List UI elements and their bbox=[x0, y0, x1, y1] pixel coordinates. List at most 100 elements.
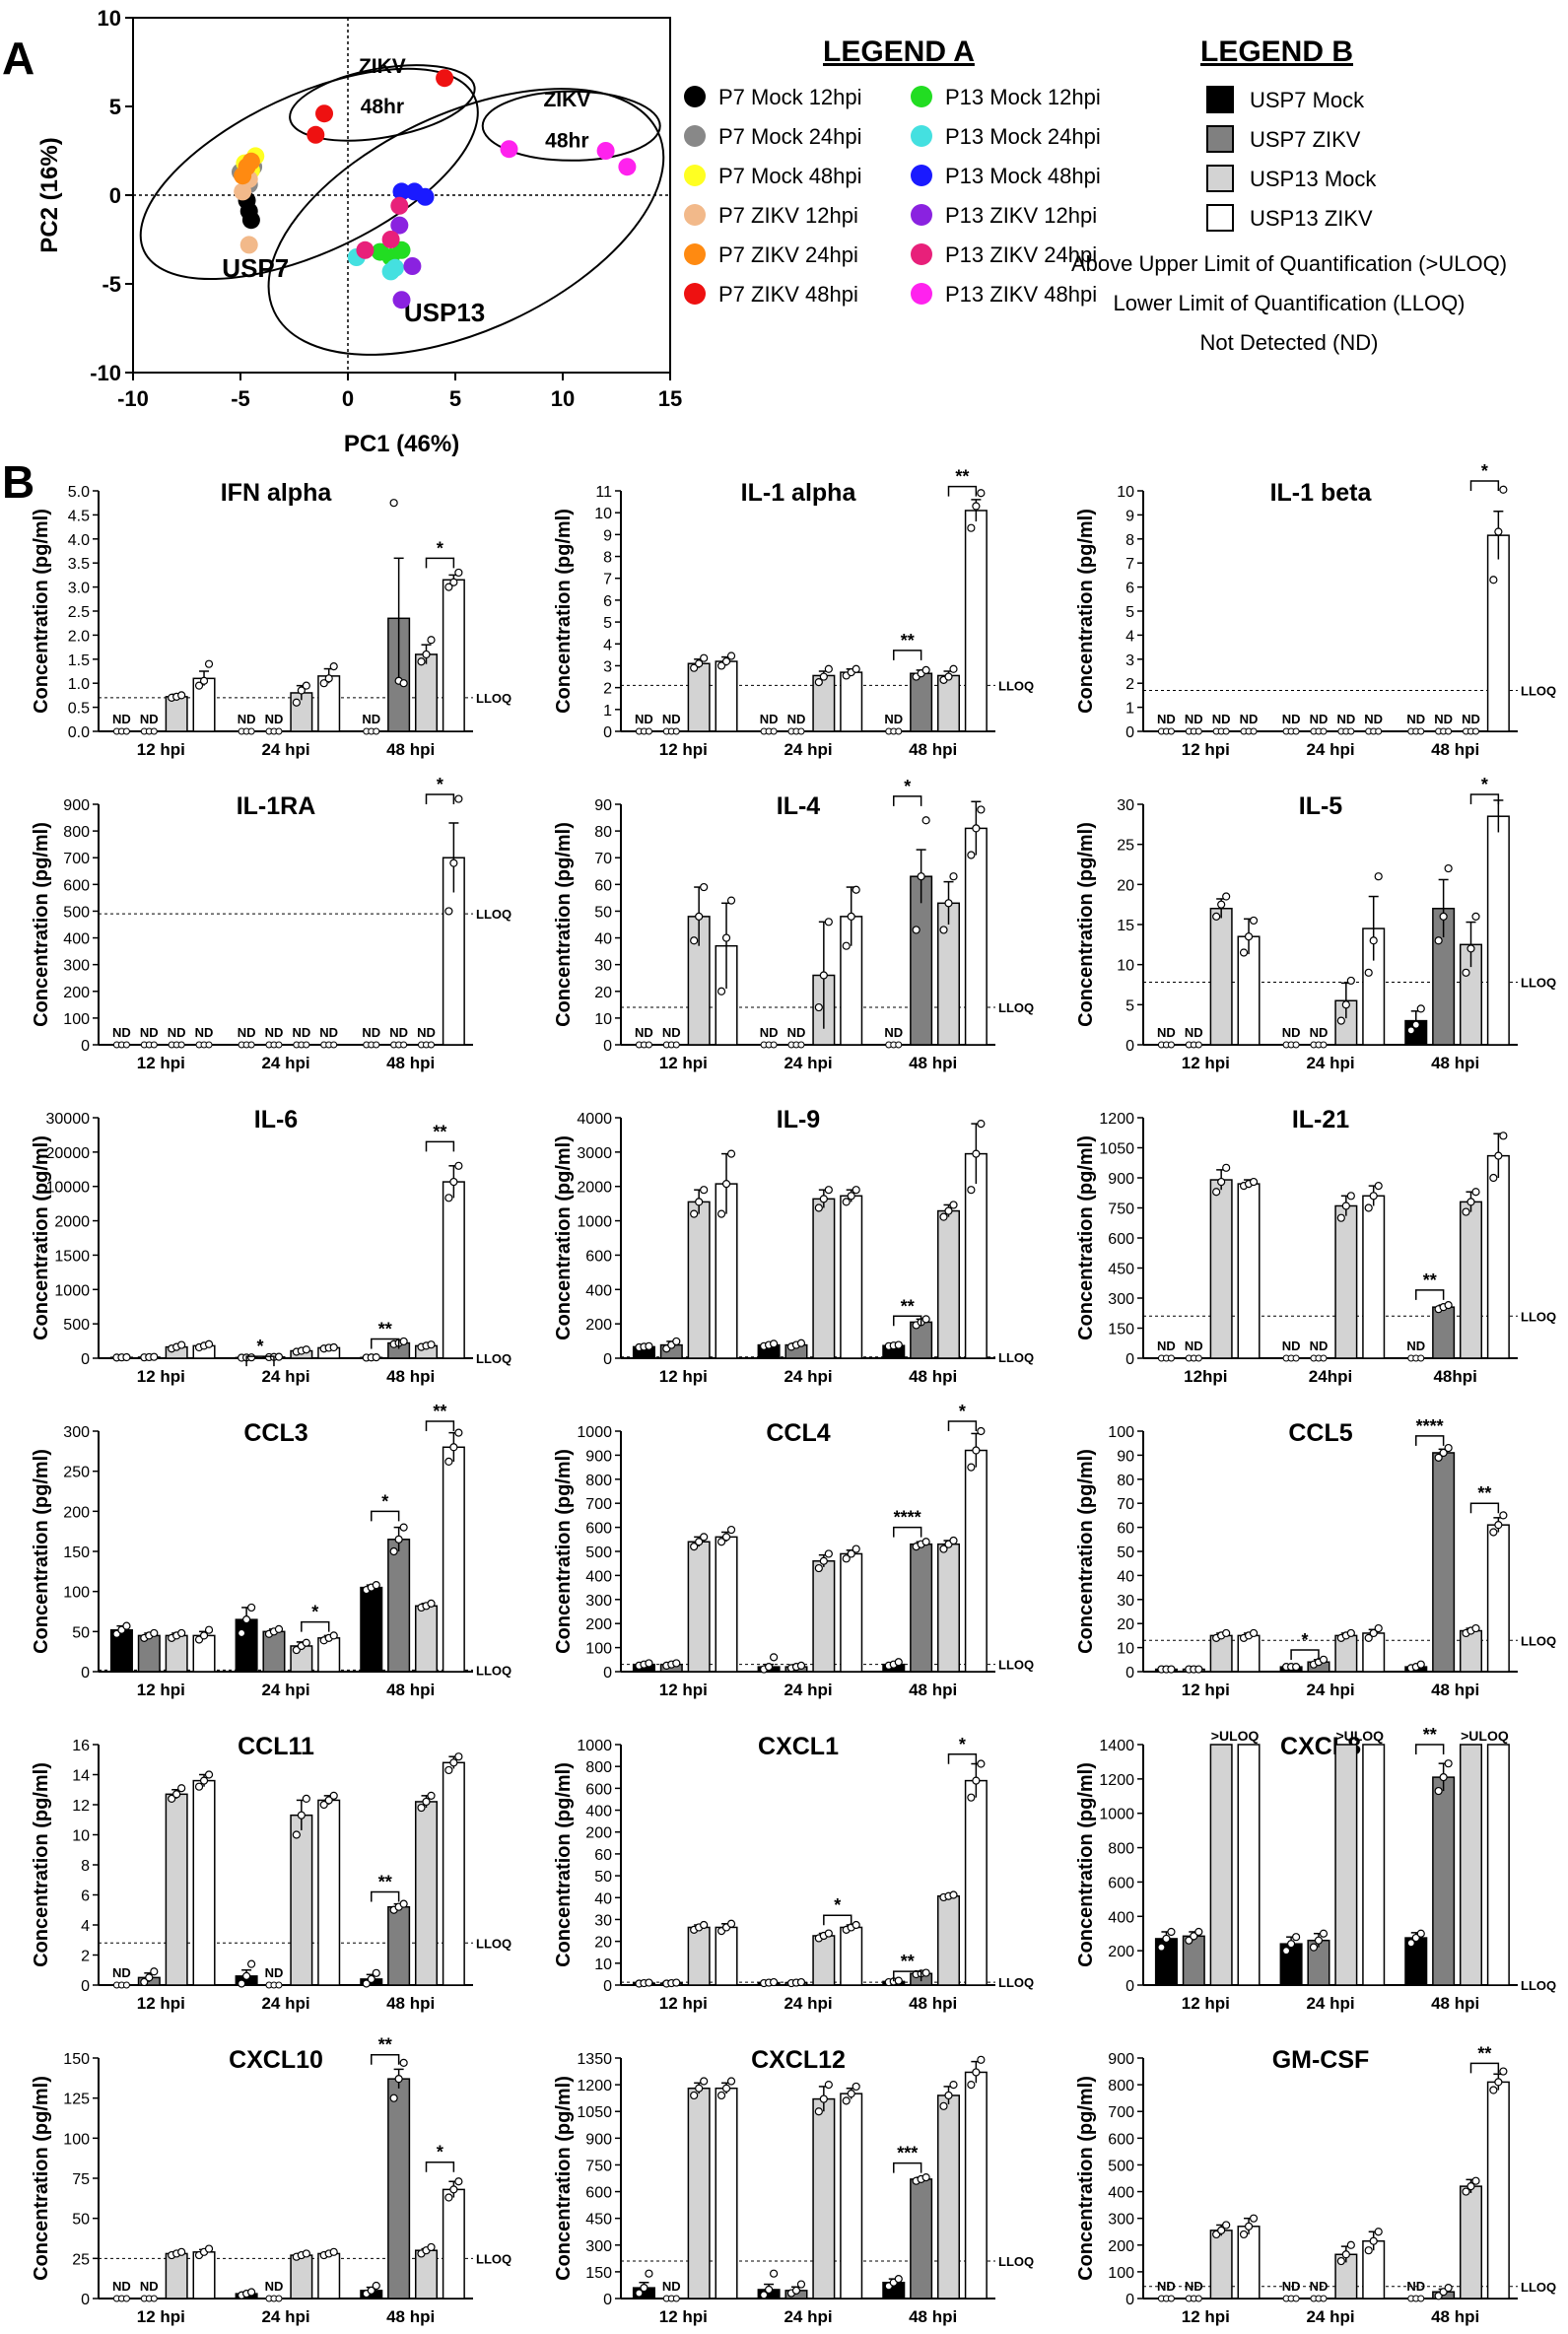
bar bbox=[442, 579, 465, 732]
data-point bbox=[274, 1352, 284, 1361]
data-point bbox=[967, 1186, 976, 1195]
y-tick-label: 50 bbox=[594, 904, 612, 921]
nd-label: ND bbox=[662, 712, 681, 726]
data-point bbox=[895, 1041, 903, 1049]
lloq-label: LLOQ bbox=[998, 678, 1034, 693]
y-tick-label: 600 bbox=[1108, 2131, 1134, 2148]
significance-label: * bbox=[834, 1895, 841, 1915]
y-tick-label: 2 bbox=[603, 681, 612, 698]
bar bbox=[165, 1793, 188, 1986]
data-point bbox=[1249, 1177, 1259, 1187]
data-point bbox=[1494, 1151, 1503, 1160]
data-point bbox=[1249, 1628, 1259, 1638]
y-tick-label: 400 bbox=[63, 931, 90, 948]
y-tick-label: 60 bbox=[594, 1847, 612, 1864]
significance-bracket bbox=[371, 1338, 400, 1349]
data-point bbox=[695, 2084, 704, 2093]
y-tick-label: 7 bbox=[603, 572, 612, 588]
y-tick-label: 4 bbox=[603, 637, 612, 653]
y-tick-label: 600 bbox=[585, 1521, 612, 1538]
y-axis-label: Concentration (pg/ml) bbox=[31, 2076, 52, 2281]
bar bbox=[414, 2249, 439, 2300]
data-point bbox=[428, 1041, 435, 1049]
data-point bbox=[721, 1533, 731, 1542]
significance-label: ** bbox=[433, 1402, 446, 1421]
data-point bbox=[819, 971, 828, 980]
data-point bbox=[1499, 485, 1508, 494]
panel-label-a: A bbox=[2, 33, 34, 84]
bar bbox=[1486, 1154, 1510, 1359]
y-tick-label: 400 bbox=[1108, 2185, 1134, 2202]
data-point bbox=[939, 2101, 948, 2110]
bar-chart-il-4: IL-4 Concentration (pg/ml) 0 10 20 30 40 50 60 70… bbox=[553, 777, 1034, 1072]
data-point bbox=[716, 987, 726, 995]
data-point bbox=[721, 656, 731, 666]
data-point bbox=[204, 1770, 214, 1779]
data-point bbox=[1472, 727, 1479, 735]
data-point bbox=[449, 858, 458, 867]
data-point bbox=[150, 1967, 159, 1976]
legend-a-swatch bbox=[911, 125, 932, 147]
legend-a-swatch bbox=[911, 204, 932, 226]
data-point bbox=[1222, 1163, 1231, 1172]
nd-label: ND bbox=[238, 1025, 256, 1040]
bar bbox=[290, 1814, 313, 1986]
data-point bbox=[362, 1979, 371, 1988]
lloq-label: LLOQ bbox=[998, 2254, 1034, 2269]
data-point bbox=[796, 1977, 806, 1987]
bar bbox=[687, 2087, 711, 2300]
y-tick-label: 0 bbox=[603, 1665, 612, 1682]
data-point bbox=[824, 918, 833, 927]
data-point bbox=[949, 872, 958, 881]
data-point bbox=[1369, 1628, 1378, 1638]
y-tick-label: 0 bbox=[603, 2292, 612, 2308]
data-point bbox=[796, 2280, 806, 2289]
legend-a-label: P13 ZIKV 12hpi bbox=[945, 203, 1097, 228]
data-point bbox=[764, 1663, 774, 1672]
bar bbox=[442, 1446, 465, 1673]
y-tick-label: 600 bbox=[585, 1248, 612, 1265]
data-point bbox=[150, 727, 158, 735]
data-point bbox=[1466, 2182, 1475, 2191]
nd-label: ND bbox=[265, 2279, 284, 2294]
data-point bbox=[770, 727, 778, 735]
pca-point bbox=[241, 211, 260, 230]
pca-point bbox=[381, 231, 400, 248]
data-point bbox=[967, 851, 976, 859]
bar bbox=[936, 2094, 961, 2300]
y-tick-label: 150 bbox=[1108, 1322, 1134, 1339]
y-tick-label: 1200 bbox=[1099, 1111, 1134, 1128]
pca-x-tick-label: 0 bbox=[342, 386, 354, 411]
data-point bbox=[921, 1968, 930, 1977]
data-point bbox=[645, 727, 652, 735]
data-point bbox=[1222, 727, 1230, 735]
y-tick-label: 80 bbox=[594, 824, 612, 841]
data-point bbox=[842, 1198, 851, 1206]
nd-label: ND bbox=[1185, 1339, 1203, 1353]
significance-bracket bbox=[425, 793, 455, 804]
data-point bbox=[297, 1811, 306, 1819]
bar bbox=[687, 662, 711, 732]
nd-label: ND bbox=[168, 1025, 186, 1040]
bar-chart-il-9: IL-9 Concentration (pg/ml) 0 200 400 600 1000 2… bbox=[553, 1106, 1034, 1386]
x-tick-label: 24 hpi bbox=[784, 1054, 832, 1072]
bar bbox=[812, 1560, 836, 1673]
significance-bracket bbox=[893, 1315, 922, 1327]
lloq-label: LLOQ bbox=[476, 907, 511, 922]
usp7-group-label: USP7 bbox=[222, 253, 289, 283]
zikv48-usp7-cluster-outline bbox=[289, 64, 476, 142]
data-point bbox=[967, 2081, 976, 2090]
y-tick-label: 40 bbox=[1117, 1568, 1134, 1585]
data-point bbox=[764, 2285, 774, 2295]
bar bbox=[1209, 907, 1233, 1046]
chart-title: IFN alpha bbox=[221, 479, 333, 507]
bar bbox=[1334, 1204, 1358, 1359]
nd-label: ND bbox=[1282, 1025, 1301, 1040]
x-tick-label: 12 hpi bbox=[1182, 2307, 1230, 2326]
bar bbox=[387, 1905, 411, 1986]
data-point bbox=[247, 1959, 256, 1968]
data-point bbox=[1466, 944, 1475, 953]
data-point bbox=[949, 2081, 958, 2090]
bar bbox=[910, 2178, 933, 2300]
